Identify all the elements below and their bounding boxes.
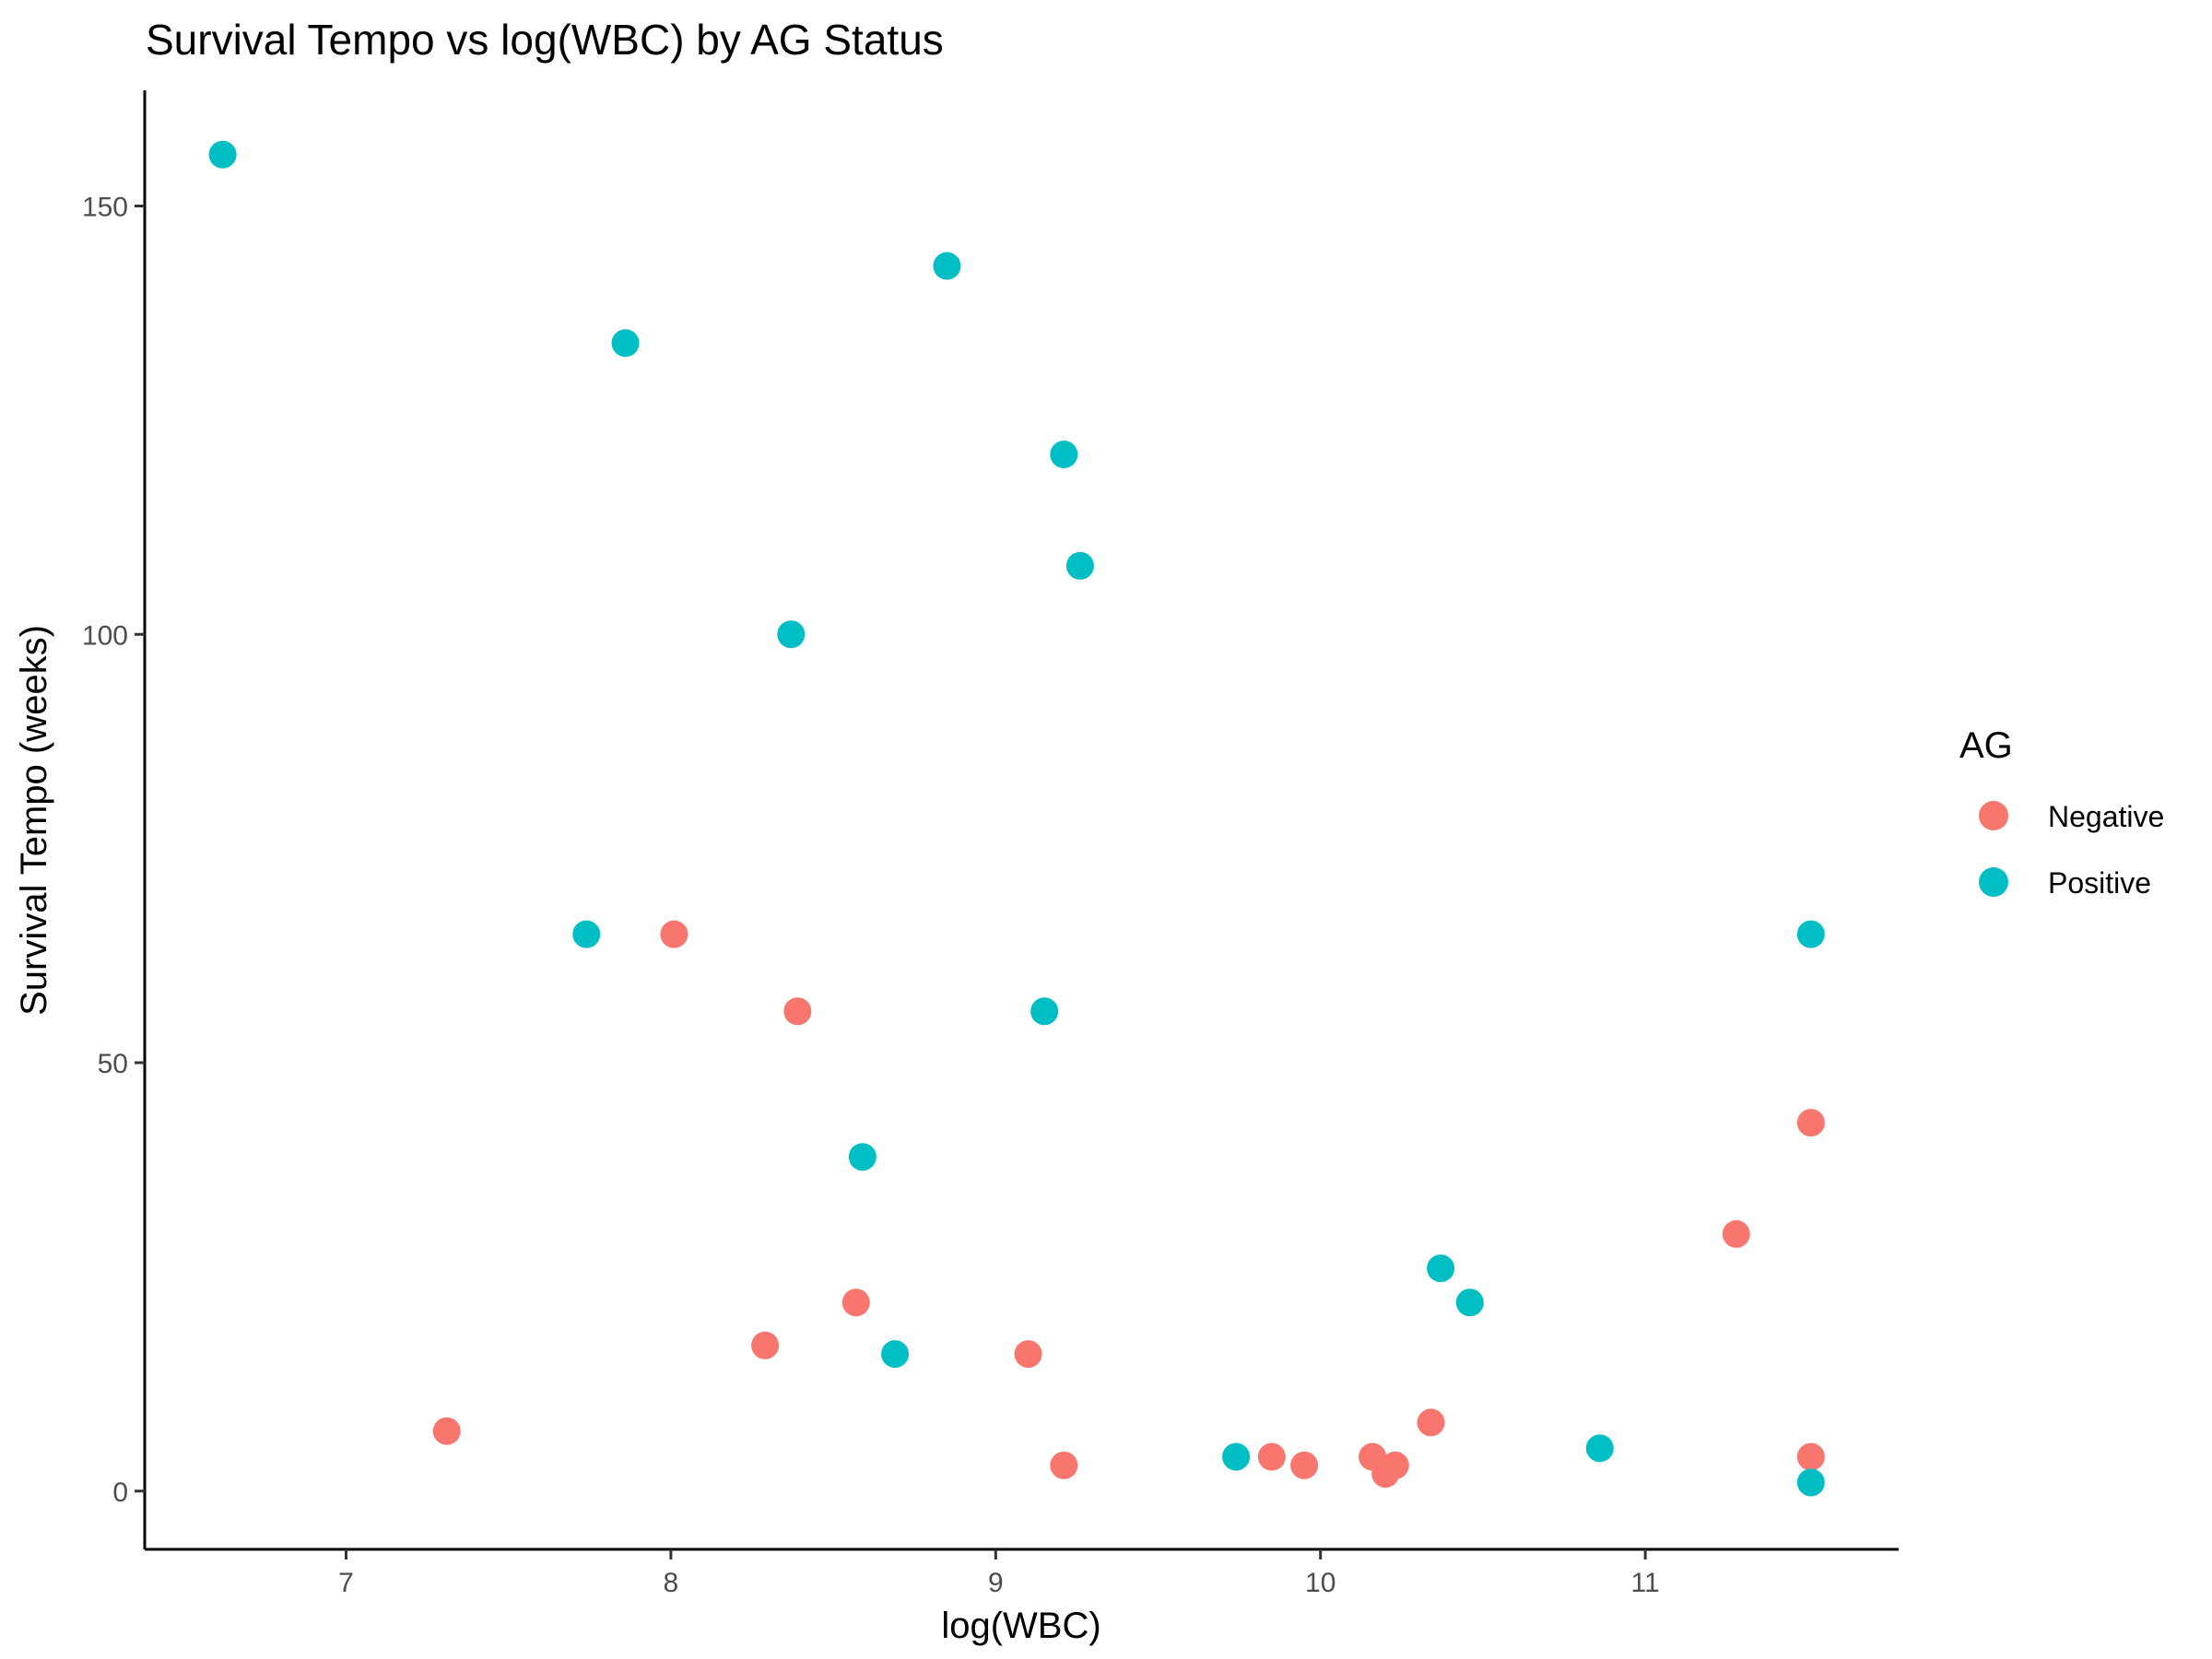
data-point-positive — [208, 140, 237, 169]
data-point-positive — [1427, 1254, 1455, 1283]
data-point-negative — [841, 1288, 870, 1317]
data-point-negative — [432, 1417, 461, 1445]
data-point-positive — [1222, 1442, 1251, 1471]
y-tick-label: 100 — [82, 620, 128, 651]
data-point-positive — [1585, 1434, 1614, 1463]
y-axis-title: Survival Tempo (weeks) — [14, 625, 54, 1016]
x-tick-label: 8 — [664, 1568, 679, 1598]
data-point-positive — [1030, 997, 1059, 1026]
data-point-negative — [1290, 1451, 1319, 1479]
data-point-negative — [1417, 1408, 1445, 1437]
data-point-positive — [1050, 441, 1078, 469]
x-tick-label: 9 — [988, 1568, 1004, 1598]
data-point-positive — [1455, 1288, 1484, 1317]
legend-key-negative — [1979, 801, 2008, 830]
data-point-negative — [660, 920, 688, 948]
y-axis-ticks: 0 50 100 150 — [82, 192, 145, 1508]
legend-key-positive — [1979, 867, 2008, 897]
data-point-negative — [783, 997, 812, 1026]
chart-title: Survival Tempo vs log(WBC) by AG Status — [146, 16, 944, 64]
legend-label-negative: Negative — [2048, 800, 2164, 833]
data-point-negative — [1014, 1340, 1042, 1369]
data-point-negative — [1381, 1451, 1409, 1479]
data-point-positive — [848, 1143, 877, 1171]
data-points — [208, 140, 1825, 1497]
data-point-negative — [1796, 1442, 1825, 1471]
y-tick-label: 0 — [112, 1477, 128, 1508]
x-axis-title: log(WBC) — [941, 1606, 1100, 1646]
data-point-negative — [1050, 1451, 1078, 1479]
data-point-positive — [881, 1340, 910, 1369]
plot-area: 7 8 9 10 11 0 50 100 150 — [82, 90, 1899, 1598]
data-point-negative — [751, 1331, 780, 1359]
legend-label-positive: Positive — [2048, 866, 2151, 900]
data-point-positive — [611, 329, 640, 358]
data-point-negative — [1722, 1219, 1750, 1248]
legend-title: AG — [1959, 725, 2013, 766]
legend: AG Negative Positive — [1959, 725, 2164, 900]
data-point-negative — [1257, 1442, 1286, 1471]
x-tick-label: 11 — [1631, 1568, 1660, 1598]
x-tick-label: 7 — [338, 1568, 354, 1598]
data-point-positive — [1796, 920, 1825, 948]
data-point-positive — [1796, 1468, 1825, 1497]
x-tick-label: 10 — [1305, 1568, 1335, 1598]
data-point-positive — [777, 620, 806, 649]
x-axis-ticks: 7 8 9 10 11 — [338, 1549, 1660, 1598]
y-tick-label: 150 — [82, 192, 128, 222]
data-point-positive — [1065, 551, 1094, 580]
data-point-positive — [933, 252, 961, 280]
data-point-negative — [1796, 1109, 1825, 1137]
data-point-positive — [572, 920, 601, 948]
y-tick-label: 50 — [98, 1049, 128, 1079]
